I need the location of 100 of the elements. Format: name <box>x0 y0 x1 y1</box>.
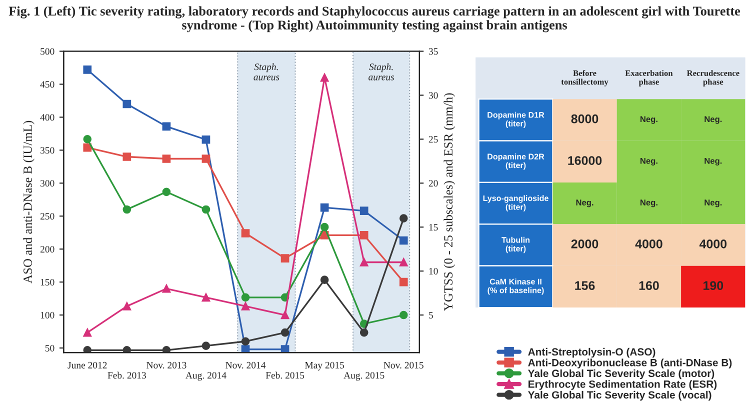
legend-label: Anti-Streptolysin-O (ASO) <box>528 348 656 358</box>
point <box>202 293 210 302</box>
category-label: Tubulin (titer) <box>502 236 530 254</box>
text: 190 <box>704 281 724 290</box>
y-tick-label: 300 <box>40 180 54 187</box>
y2-axis-title: YGTSS (0 - 25 subscales) and ESR (mm/h) <box>444 93 456 311</box>
y2-tick-label: 20 <box>428 180 438 187</box>
legend-label: Erythrocyte Sedimentation Rate (ESR) <box>528 380 717 390</box>
point <box>122 302 132 310</box>
x-tick-label: Feb. 2015 <box>266 372 304 379</box>
text: 2000 <box>571 239 598 248</box>
legend-label: Anti-Deoxyribonuclease B (anti-DNase B) <box>528 358 732 368</box>
point <box>122 152 132 161</box>
legend-label: Yale Global Tic Severity Scale (motor) <box>528 369 714 380</box>
point <box>399 310 408 320</box>
text: Neg. <box>640 200 658 208</box>
text: Neg. <box>576 200 594 208</box>
category-label: Before tonsillectomy <box>561 70 608 86</box>
point <box>280 328 290 337</box>
x-tick-label: Nov. 2013 <box>146 362 186 369</box>
y-tick-label: 450 <box>40 81 54 88</box>
point <box>360 258 368 266</box>
point <box>280 345 290 353</box>
text: 4000 <box>699 239 727 248</box>
text: 8000 <box>571 114 598 124</box>
point <box>83 66 92 74</box>
x-tick-label: Aug. 2015 <box>344 372 384 381</box>
point <box>83 143 92 152</box>
x-tick-label: June 2012 <box>68 362 107 368</box>
point <box>83 328 92 337</box>
point <box>399 258 408 266</box>
category-label: Dopamine D2R (titer) <box>488 154 544 170</box>
point <box>320 73 329 82</box>
point <box>241 345 250 353</box>
point <box>360 328 368 337</box>
y2-tick-label: 25 <box>428 136 438 143</box>
point <box>280 254 290 262</box>
point <box>241 293 250 302</box>
chart-title: Fig. 1 (Left) Tic severity rating, laboratory records and Staphylococcus aureus carriage pattern in an adolescent girl with Tourette syndrome - (Top Right) Autoimmunity testing against brain antigens <box>8 6 740 32</box>
point <box>202 342 210 350</box>
point <box>122 346 132 353</box>
point <box>162 346 171 353</box>
y2-tick-label: 10 <box>429 268 438 275</box>
x-tick-label: Feb. 2013 <box>108 372 146 379</box>
point <box>162 284 171 293</box>
point <box>122 205 132 214</box>
point <box>202 135 210 144</box>
category-label: Lyso-ganglioside (titer) <box>483 195 548 212</box>
point <box>320 203 329 212</box>
point <box>122 100 132 108</box>
y-tick-label: 250 <box>40 213 54 220</box>
y-tick-label: 350 <box>40 147 54 154</box>
category-label: Dopamine D1R (titer) <box>488 112 544 128</box>
point <box>280 310 290 320</box>
text: Neg. <box>704 158 722 166</box>
y-tick-label: 500 <box>40 48 54 55</box>
y-tick-label: 150 <box>40 278 54 286</box>
x-tick-label: May 2015 <box>305 362 344 370</box>
x-tick-label: Nov. 2014 <box>226 362 266 369</box>
text: 156 <box>575 281 595 290</box>
point <box>83 346 92 353</box>
point <box>320 276 329 284</box>
point <box>399 236 408 245</box>
point <box>320 222 329 232</box>
text: Neg. <box>640 116 658 124</box>
category-label: Exacerbation phase <box>625 70 673 86</box>
y2-tick-label: 5 <box>429 312 433 318</box>
point <box>202 154 210 163</box>
point <box>360 231 368 240</box>
point <box>162 122 171 131</box>
legend-label: Yale Global Tic Severity Scale (vocal) <box>528 390 712 401</box>
annotation: Staph. aureus <box>254 63 280 80</box>
y-tick-label: 200 <box>40 246 54 253</box>
y2-tick-label: 30 <box>428 92 438 99</box>
point <box>241 302 250 310</box>
point <box>241 229 250 238</box>
category-label: Recrudescence phase <box>686 70 740 86</box>
point <box>399 214 408 222</box>
y-tick-label: 400 <box>40 114 54 121</box>
x-tick-label: Nov. 2015 <box>384 362 424 369</box>
text: 16000 <box>568 156 602 165</box>
point <box>162 188 171 196</box>
y-tick-label: 50 <box>45 344 54 352</box>
y-axis-title: ASO and anti-DNase B (IU/mL) <box>23 120 34 284</box>
y2-tick-label: 35 <box>428 48 438 55</box>
point <box>202 205 210 214</box>
text: 4000 <box>635 239 662 248</box>
point <box>241 337 250 346</box>
annotation: Staph. aureus <box>368 63 394 80</box>
text: Neg. <box>704 116 722 124</box>
point <box>360 206 368 215</box>
text: Neg. <box>704 200 722 208</box>
text: Neg. <box>640 158 658 166</box>
point <box>162 154 171 163</box>
text: 160 <box>639 281 659 290</box>
y-tick-label: 100 <box>40 312 54 318</box>
category-label: CaM Kinase II (% of baseline) <box>488 278 544 295</box>
point <box>83 135 92 144</box>
x-tick-label: Aug. 2014 <box>186 372 226 381</box>
point <box>399 278 408 286</box>
